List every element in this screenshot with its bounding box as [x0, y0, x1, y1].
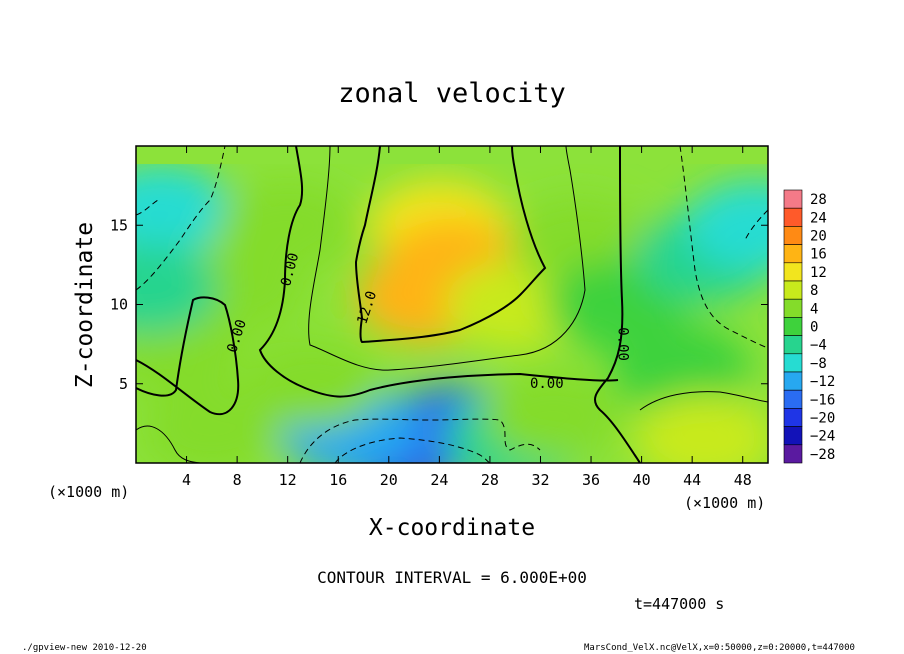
x-tick-label-1: 8 [233, 471, 242, 489]
colorbar-label-3: 16 [810, 247, 827, 263]
x-tick-label-5: 24 [430, 471, 448, 489]
x-tick-label-9: 40 [633, 471, 651, 489]
time-label: t=447000 s [634, 595, 724, 613]
colorbar-label-11: −16 [810, 392, 835, 408]
contour-interval: CONTOUR INTERVAL = 6.000E+00 [317, 568, 587, 587]
colorbar: 28 24 20 16 12 8 4 0 −4 −8 −12 −16 −20 −24 −28 [783, 189, 835, 464]
field-cell-18 [685, 180, 768, 271]
x-tick-label-0: 4 [182, 471, 191, 489]
field-cell-4 [217, 180, 358, 271]
field-cell-19 [609, 322, 750, 413]
colorbar-label-10: −12 [810, 374, 835, 390]
x-tick-label-7: 32 [531, 471, 549, 489]
y-tick-label-0: 5 [119, 375, 128, 393]
contour-label-4: 0.00 [530, 376, 564, 392]
x-axis-label: X-coordinate [369, 515, 535, 541]
y-tick-label-2: 15 [110, 216, 128, 234]
y-tick-label-1: 10 [110, 296, 128, 314]
colorbar-label-8: −4 [810, 338, 827, 354]
colorbar-swatch-11 [783, 389, 803, 409]
colorbar-swatch-9 [783, 353, 803, 373]
colorbar-swatch-7 [783, 317, 803, 336]
field-cell-20 [634, 394, 768, 463]
field-cell-3 [136, 243, 219, 334]
contour-label-2: 0.00 [615, 327, 631, 361]
y-axis-label: Z-coordinate [72, 222, 98, 388]
colorbar-label-14: −28 [810, 447, 835, 463]
x-unit-right: (×1000 m) [684, 494, 765, 512]
contour-6-upper [308, 146, 586, 371]
colorbar-swatch-6 [783, 298, 803, 318]
colorbar-swatch-12 [783, 408, 803, 427]
chart-title: zonal velocity [338, 78, 566, 109]
colorbar-label-0: 28 [810, 192, 827, 208]
colorbar-swatch-8 [783, 335, 803, 355]
footer-right: MarsCond_VelX.nc@VelX,x=0:50000,z=0:2000… [584, 643, 855, 653]
colorbar-swatch-4 [783, 262, 803, 282]
colorbar-label-2: 20 [810, 229, 827, 245]
field-cell-2 [136, 164, 232, 255]
field-layer [136, 164, 768, 463]
x-axis-ticks: 4 8 12 16 20 24 28 32 36 40 44 48 [182, 146, 752, 489]
contour-neg-12-lower [299, 418, 541, 463]
x-tick-label-3: 16 [329, 471, 347, 489]
contour-neg-12-topleft [136, 199, 159, 216]
colorbar-label-13: −24 [810, 429, 835, 445]
colorbar-label-6: 4 [810, 301, 818, 317]
contour-6-lower [136, 425, 201, 463]
footer-left: ./gpview-new 2010-12-20 [22, 643, 147, 653]
contour-12 [354, 146, 547, 344]
field-cell-15 [483, 370, 624, 461]
colorbar-label-4: 12 [810, 265, 827, 281]
colorbar-label-5: 8 [810, 283, 818, 299]
colorbar-swatch-13 [783, 426, 803, 446]
contour-neg-18-lower [334, 437, 491, 463]
colorbar-swatch-2 [783, 226, 803, 245]
contour-zero-right [593, 146, 641, 463]
x-tick-label-11: 48 [734, 471, 752, 489]
colorbar-swatch-14 [783, 444, 803, 464]
colorbar-swatch-10 [783, 371, 803, 391]
contour-neg-6-left [136, 146, 226, 291]
x-tick-label-8: 36 [582, 471, 600, 489]
colorbar-label-12: −20 [810, 411, 835, 427]
contour-zero-middle [258, 146, 619, 398]
contour-neg-12-right [744, 209, 768, 241]
colorbar-swatch-0 [783, 189, 803, 209]
contour-lines [136, 146, 768, 463]
x-tick-label-2: 12 [279, 471, 297, 489]
y-axis-ticks: 5 10 15 [110, 216, 768, 393]
colorbar-swatch-5 [783, 280, 803, 300]
field-cell-21 [141, 386, 282, 463]
colorbar-label-1: 24 [810, 210, 827, 226]
contour-lower-right [639, 391, 768, 411]
x-tick-label-10: 44 [683, 471, 701, 489]
x-unit-left: (×1000 m) [48, 483, 129, 501]
colorbar-swatch-3 [783, 244, 803, 264]
x-tick-label-6: 28 [481, 471, 499, 489]
colorbar-swatch-1 [783, 207, 803, 227]
colorbar-label-9: −8 [810, 356, 827, 372]
contour-zero-left [136, 296, 240, 415]
colorbar-label-7: 0 [810, 320, 818, 336]
x-tick-label-4: 20 [380, 471, 398, 489]
